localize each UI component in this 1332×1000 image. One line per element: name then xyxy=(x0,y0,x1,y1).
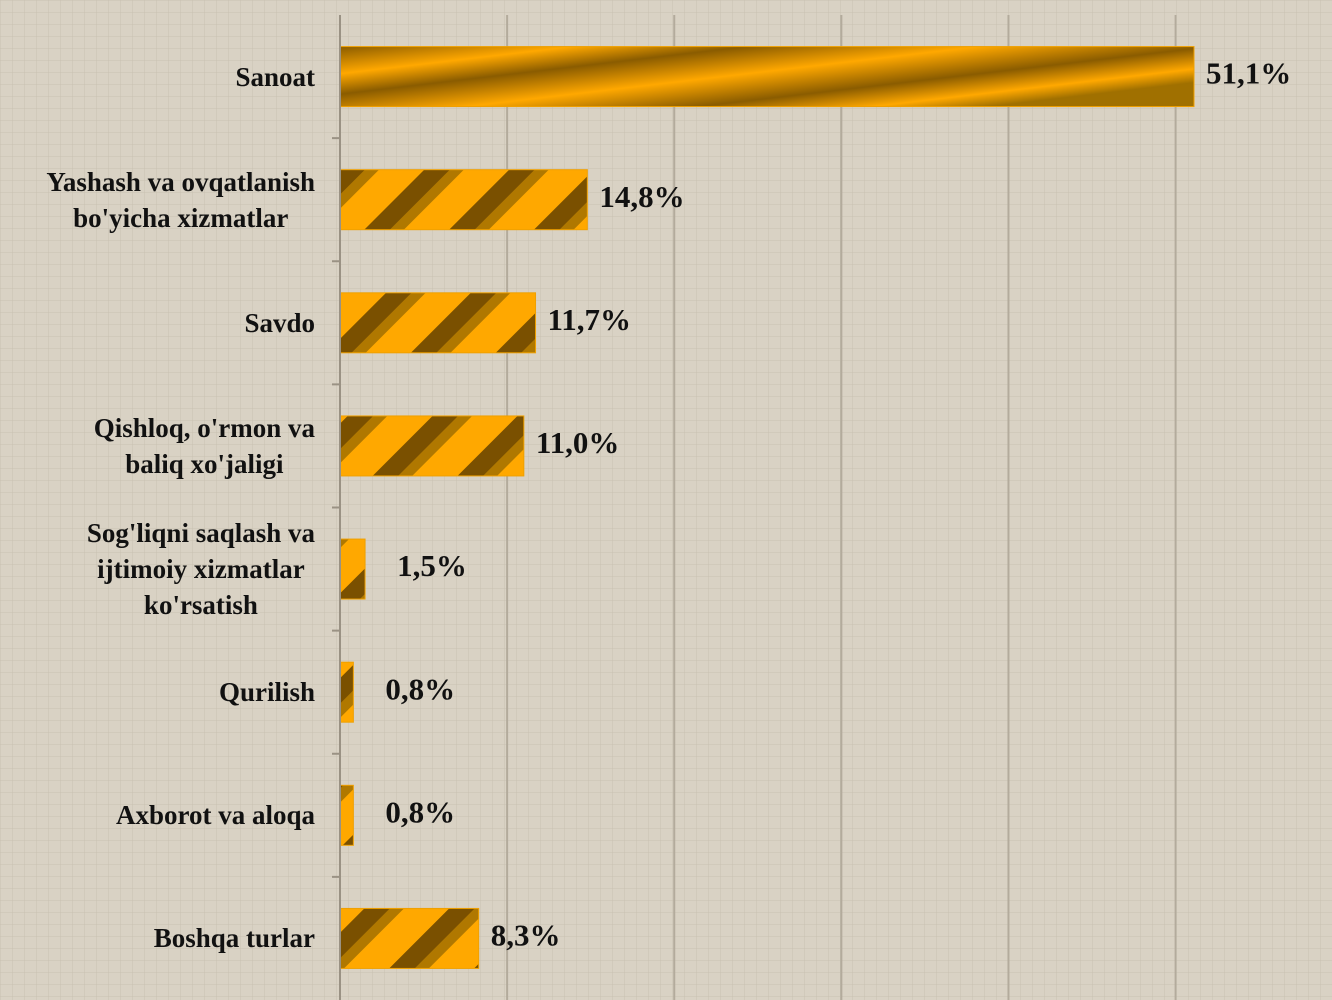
category-label: Sog'liqni saqlash va ijtimoiy xizmatlar … xyxy=(86,518,315,621)
value-label: 0,8% xyxy=(385,671,455,706)
category-label: Qurilish xyxy=(218,677,315,708)
bar xyxy=(339,292,537,354)
bar xyxy=(339,169,588,231)
value-label: 51,1% xyxy=(1206,56,1291,91)
value-label: 0,8% xyxy=(385,794,455,829)
category-label: Savdo xyxy=(244,307,315,338)
bar xyxy=(339,661,354,723)
category-label: Qishloq, o'rmon va baliq xo'jaligi xyxy=(93,412,315,479)
bar xyxy=(339,538,366,600)
value-label: 14,8% xyxy=(599,179,684,214)
value-label: 11,7% xyxy=(548,302,632,337)
category-label: Axborot va aloqa xyxy=(115,800,315,831)
value-label: 1,5% xyxy=(397,548,467,583)
category-label: Sanoat xyxy=(235,61,315,92)
bar xyxy=(339,784,354,846)
value-label: 11,0% xyxy=(536,425,620,460)
bar xyxy=(339,46,1195,108)
value-label: 8,3% xyxy=(491,918,561,953)
bar xyxy=(339,415,525,477)
category-label: Boshqa turlar xyxy=(153,923,315,954)
category-label: Yashash va ovqatlanish bo'yicha xizmatla… xyxy=(46,166,315,233)
bar xyxy=(339,907,480,969)
